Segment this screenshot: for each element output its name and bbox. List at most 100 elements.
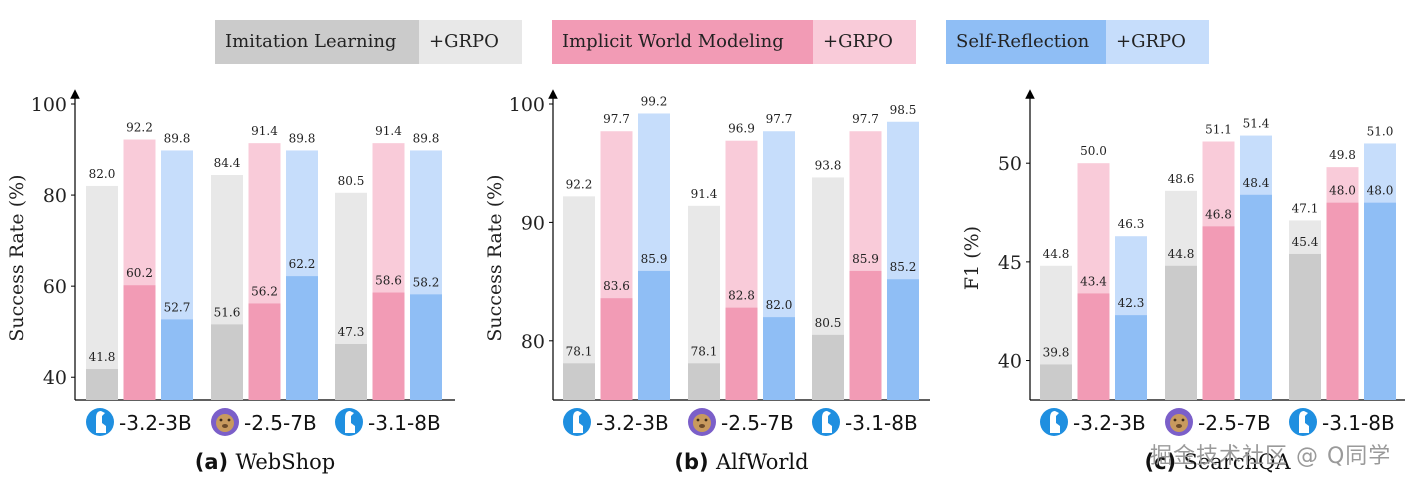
bar-base [1364, 202, 1396, 400]
llama-icon [563, 408, 591, 436]
bar-base [763, 317, 795, 400]
bar-base [725, 307, 758, 400]
bar-base [1115, 315, 1147, 400]
data-label-base: 85.9 [641, 252, 668, 266]
data-label-base: 48.0 [1329, 184, 1356, 198]
data-label-base: 85.9 [852, 252, 879, 266]
data-label-base: 85.2 [890, 260, 917, 274]
data-label-grpo: 47.1 [1292, 201, 1319, 215]
data-label-grpo: 91.4 [375, 124, 402, 138]
panel-title-text: WebShop [235, 450, 335, 474]
data-label-base: 80.5 [815, 316, 842, 330]
y-tick-label: 40 [998, 351, 1022, 373]
data-label-base: 58.2 [413, 275, 440, 289]
data-label-base: 41.8 [89, 350, 116, 364]
bar-base [1165, 265, 1197, 400]
data-label-grpo: 51.0 [1367, 124, 1394, 138]
y-tick-label: 40 [43, 367, 67, 389]
bar-base [812, 334, 844, 400]
bar-base [1040, 364, 1072, 400]
y-tick-label: 80 [43, 185, 67, 207]
legend-sr-grpo-label: +GRPO [1106, 20, 1209, 64]
data-label-base: 58.6 [375, 274, 402, 288]
data-label-base: 42.3 [1118, 296, 1145, 310]
bar-base [1326, 202, 1359, 400]
x-category-label: -2.5-7B [244, 411, 317, 435]
x-category-label: -3.2-3B [1073, 411, 1146, 435]
panel-tag: (a) [195, 450, 236, 474]
bar-base [123, 285, 156, 400]
data-label-grpo: 96.9 [728, 122, 755, 136]
data-label-grpo: 82.0 [89, 167, 116, 181]
data-label-grpo: 97.7 [766, 112, 793, 126]
llama-icon [1040, 408, 1068, 436]
y-tick-label: 90 [521, 212, 545, 234]
legend-iwm-grpo-label: +GRPO [813, 20, 916, 64]
data-label-base: 52.7 [164, 300, 191, 314]
bar-base [1077, 293, 1110, 400]
data-label-base: 60.2 [126, 266, 153, 280]
bar-base [1289, 253, 1321, 400]
bar-base [1202, 226, 1235, 400]
bar-base [211, 324, 243, 400]
data-label-base: 43.4 [1080, 274, 1107, 288]
data-label-base: 82.0 [766, 298, 793, 312]
data-label-base: 46.8 [1205, 207, 1232, 221]
bar-base [849, 270, 882, 400]
y-tick-label: 100 [31, 94, 67, 116]
panel-title: (b) AlfWorld [674, 450, 808, 474]
data-label-grpo: 50.0 [1080, 144, 1107, 158]
data-label-grpo: 92.2 [566, 177, 593, 191]
bar-base [286, 276, 318, 400]
data-label-grpo: 51.1 [1205, 122, 1232, 136]
watermark: 掘金技术社区 @ Q同学 [1150, 444, 1392, 469]
data-label-grpo: 92.2 [126, 121, 153, 135]
y-tick-label: 60 [43, 276, 67, 298]
panel-tag: (b) [674, 450, 716, 474]
panel-title: (a) WebShop [195, 450, 335, 474]
data-label-base: 62.2 [289, 257, 316, 271]
y-tick-label: 45 [998, 252, 1022, 274]
data-label-grpo: 89.8 [413, 131, 440, 145]
data-label-base: 56.2 [251, 284, 278, 298]
data-label-base: 47.3 [338, 325, 365, 339]
data-label-base: 48.4 [1243, 176, 1270, 190]
bar-base [600, 298, 633, 400]
data-label-grpo: 80.5 [338, 174, 365, 188]
bar-base [887, 279, 919, 400]
llama-icon [1289, 408, 1317, 436]
y-tick-label: 80 [521, 331, 545, 353]
panel-title: (c) SearchQA [1144, 450, 1291, 474]
data-label-base: 51.6 [214, 305, 241, 319]
data-label-grpo: 44.8 [1043, 247, 1070, 261]
bar-base [410, 294, 442, 400]
x-category-label: -3.2-3B [119, 411, 192, 435]
panel-title-text: SearchQA [1183, 450, 1291, 474]
legend-sr-label: Self-Reflection [946, 20, 1106, 64]
y-axis-label: F1 (%) [961, 226, 983, 290]
data-label-base: 44.8 [1168, 247, 1195, 261]
legend-imitation-label: Imitation Learning [215, 20, 419, 64]
legend-implicit-world-modeling: Implicit World Modeling +GRPO [552, 20, 916, 64]
data-label-grpo: 93.8 [815, 158, 842, 172]
bar-base [161, 319, 193, 400]
data-label-base: 78.1 [691, 344, 718, 358]
legend-imitation-grpo-label: +GRPO [419, 20, 522, 64]
bar-base [248, 303, 281, 400]
bar-base [1240, 194, 1272, 400]
data-label-grpo: 99.2 [641, 94, 668, 108]
data-label-base: 82.8 [728, 289, 755, 303]
data-label-grpo: 89.8 [164, 131, 191, 145]
bar-base [563, 363, 595, 400]
data-label-grpo: 49.8 [1329, 148, 1356, 162]
bar-grpo [86, 185, 118, 400]
data-label-grpo: 51.4 [1243, 117, 1270, 131]
data-label-base: 45.4 [1292, 235, 1319, 249]
data-label-grpo: 84.4 [214, 156, 241, 170]
data-label-base: 83.6 [603, 279, 630, 293]
legend-imitation-learning: Imitation Learning +GRPO [215, 20, 522, 64]
panel-tag: (c) [1144, 450, 1183, 474]
bar-base [335, 343, 367, 400]
data-label-base: 78.1 [566, 344, 593, 358]
